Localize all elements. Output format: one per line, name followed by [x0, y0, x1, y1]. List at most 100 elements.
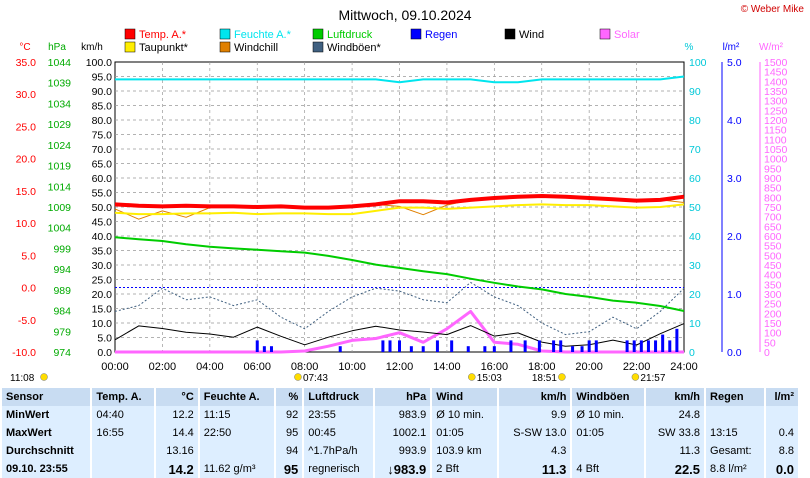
- percent-tick-5: 50: [689, 202, 701, 214]
- legend-label-7: Windchill: [234, 42, 278, 54]
- rain-bar-7: [409, 346, 413, 352]
- sunrise-icon: [294, 373, 302, 381]
- lm2-tick-1: 4.0: [727, 115, 742, 127]
- rain-bar-22: [594, 340, 598, 352]
- grid: [114, 61, 685, 353]
- hpa-tick-2: 1034: [48, 98, 72, 110]
- lm2-tick-0: 5.0: [727, 57, 742, 69]
- wm2-tick-0: 1500: [764, 57, 788, 69]
- wm2-tick-15: 750: [764, 202, 782, 214]
- rain-bar-4: [381, 340, 385, 352]
- wm2-tick-14: 800: [764, 192, 782, 204]
- min-wind-label: Ø 10 min.: [432, 406, 498, 424]
- wm2-tick-24: 300: [764, 289, 782, 301]
- legend-label-4: Wind: [519, 29, 544, 41]
- copyright: © Weber Mike: [740, 4, 804, 15]
- kmh-tick-15: 25.0: [92, 275, 113, 287]
- hdr-wind-unit: km/h: [499, 388, 571, 406]
- wm2-tick-23: 350: [764, 279, 782, 291]
- percent-tick-0: 100: [689, 57, 707, 69]
- kmh-tick-18: 10.0: [92, 318, 113, 330]
- kmh-tick-3: 85.0: [92, 101, 113, 113]
- rain-bar-19: [571, 346, 575, 352]
- stats-min-row: MinWert 04:40 12.2 11:15 92 23:55 983.9 …: [2, 406, 798, 424]
- wm2-tick-9: 1050: [764, 144, 788, 156]
- wm2-tick-29: 50: [764, 337, 776, 349]
- min-boeen-value: 24.8: [645, 406, 705, 424]
- max-temp-time: 16:55: [92, 424, 155, 442]
- hdr-temp: Temp. A.: [92, 388, 155, 406]
- avg-temp-value: 13.16: [156, 442, 198, 460]
- cur-feuchte-abs: 11.62 g/m³: [199, 460, 275, 478]
- rain-bar-10: [450, 340, 454, 352]
- axis-title-celsius: °C: [19, 42, 30, 53]
- rain-bar-1: [262, 346, 266, 352]
- time-tick-5: 10:00: [338, 361, 366, 373]
- avg-regen-value: 8.8: [765, 442, 798, 460]
- cur-temp-value: 14.2: [156, 460, 198, 478]
- min-temp-time: 04:40: [92, 406, 155, 424]
- rain-bar-5: [388, 340, 392, 352]
- wm2-tick-5: 1250: [764, 105, 788, 117]
- celsius-tick-5: 10.0: [16, 218, 37, 230]
- wm2-tick-30: 0: [764, 347, 770, 359]
- cur-boeen-value: 22.5: [645, 460, 705, 478]
- avg-wind-distance: 103.9 km: [432, 442, 498, 460]
- sunrise-time: 07:43: [303, 373, 328, 384]
- wm2-tick-1: 1450: [764, 67, 788, 79]
- celsius-tick-6: 5.0: [21, 250, 36, 262]
- axis-title-kmh: km/h: [81, 42, 103, 53]
- avg-druck-value: 993.9: [375, 442, 431, 460]
- series-feuchte-a: [115, 75, 685, 84]
- max-boeen-time: 01:05: [572, 424, 644, 442]
- hdr-wind: Wind: [432, 388, 498, 406]
- rain-bar-25: [639, 340, 643, 352]
- celsius-tick-7: 0.0: [21, 283, 36, 295]
- celsius-tick-4: 15.0: [16, 186, 37, 198]
- time-tick-3: 06:00: [243, 361, 271, 373]
- axis-title-lm2: l/m²: [723, 42, 740, 53]
- moonset-icon: [631, 373, 640, 381]
- wm2-tick-16: 700: [764, 212, 782, 224]
- legend-label-1: Feuchte A.*: [234, 29, 292, 41]
- wm2-tick-19: 550: [764, 241, 782, 253]
- rain-bar-11: [466, 346, 470, 352]
- wm2-tick-6: 1200: [764, 115, 788, 127]
- rain-bar-13: [492, 346, 496, 352]
- stats-current-row: 09.10. 23:55 14.2 11.62 g/m³ 95 regneris…: [2, 460, 798, 478]
- percent-tick-4: 60: [689, 173, 701, 185]
- wm2-tick-13: 850: [764, 183, 782, 195]
- avg-feuchte-value: 94: [276, 442, 303, 460]
- max-boeen-value: SW 33.8: [645, 424, 705, 442]
- legend-swatch-7: [219, 41, 231, 53]
- percent-tick-3: 70: [689, 144, 701, 156]
- min-wind-value: 9.9: [499, 406, 571, 424]
- axis-title-percent: %: [685, 42, 694, 53]
- stats-avg-row: Durchschnitt 13.16 94 ^1.7hPa/h 993.9 10…: [2, 442, 798, 460]
- rain-bar-9: [435, 340, 439, 352]
- kmh-tick-0: 100.0: [86, 57, 112, 69]
- kmh-tick-10: 50.0: [92, 202, 113, 214]
- min-regen-value: [765, 406, 798, 424]
- time-tick-0: 00:00: [101, 361, 129, 373]
- percent-tick-10: 0: [689, 347, 695, 359]
- percent-tick-9: 10: [689, 318, 701, 330]
- min-druck-value: 983.9: [375, 406, 431, 424]
- wm2-tick-11: 950: [764, 163, 782, 175]
- hpa-tick-14: 974: [53, 347, 71, 359]
- hpa-tick-11: 989: [53, 285, 71, 297]
- left-sun-icon: [40, 373, 48, 381]
- hdr-feuchte-unit: %: [276, 388, 303, 406]
- weather-chart: Mittwoch, 09.10.2024 Temp. A.* Feuchte A.…: [10, 7, 788, 384]
- stats-header-row: Sensor Temp. A. °C Feuchte A. % Luftdruc…: [2, 388, 798, 406]
- celsius-tick-9: -10.0: [12, 347, 36, 359]
- hdr-boeen-unit: km/h: [645, 388, 705, 406]
- legend-swatch-8: [312, 41, 324, 53]
- legend-label-5: Solar: [614, 29, 640, 41]
- legend: Temp. A.* Feuchte A.* Luftdruck Regen Wind So…: [124, 28, 640, 54]
- moonrise-icon: [468, 373, 476, 381]
- series-windb-en: [114, 281, 685, 336]
- moonset-time: 21:57: [640, 373, 665, 384]
- hpa-tick-9: 999: [53, 243, 71, 255]
- lm2-tick-3: 2.0: [727, 231, 742, 243]
